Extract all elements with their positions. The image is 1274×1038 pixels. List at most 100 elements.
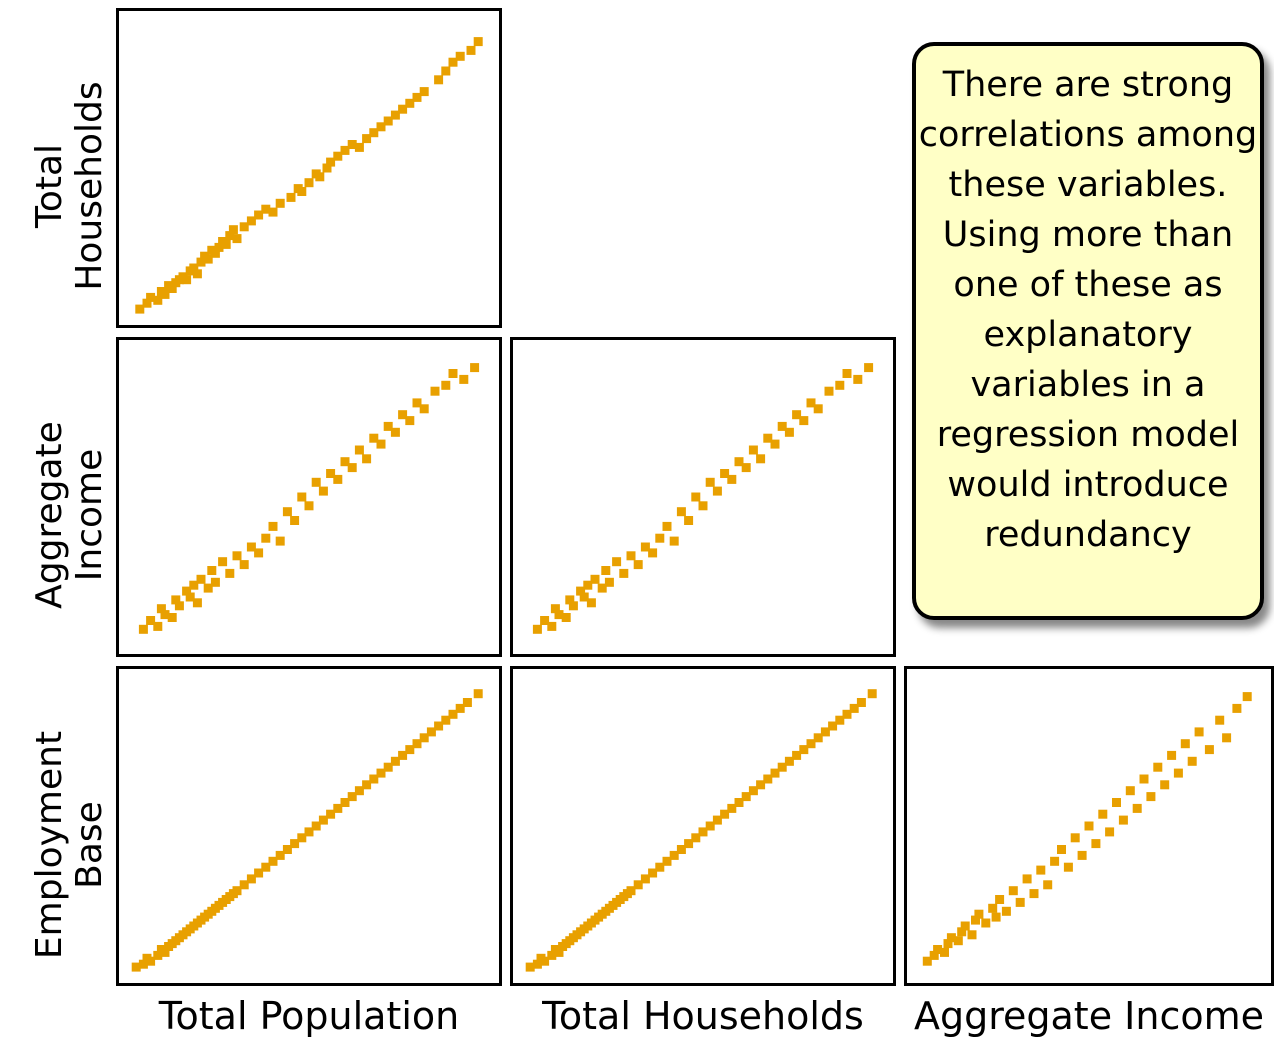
data-point [459, 374, 469, 384]
data-point [304, 827, 314, 837]
data-point [633, 880, 643, 890]
data-point [434, 721, 444, 731]
data-point [583, 580, 593, 590]
data-point [946, 933, 956, 943]
data-point [225, 568, 235, 578]
data-point [1167, 750, 1177, 760]
data-point [1098, 809, 1108, 819]
data-point [311, 477, 321, 487]
data-point [1084, 821, 1094, 831]
data-point [792, 750, 802, 760]
data-point [347, 140, 357, 149]
data-point [1139, 774, 1149, 784]
data-point [322, 163, 332, 173]
data-point [192, 598, 202, 608]
row-label-employment-base: Employment Base [29, 695, 110, 995]
data-point [922, 956, 932, 966]
data-point [218, 557, 228, 567]
scatter-panel [904, 666, 1274, 986]
data-point [929, 950, 939, 960]
data-point [550, 604, 560, 614]
data-point [561, 613, 571, 622]
data-point [347, 463, 357, 473]
data-point [981, 918, 991, 928]
data-point [470, 363, 480, 373]
data-point [842, 709, 852, 719]
data-point [1091, 839, 1101, 849]
data-point [655, 862, 665, 872]
data-point [318, 486, 328, 496]
data-point [1118, 815, 1128, 825]
data-point [547, 950, 557, 960]
data-point [806, 739, 816, 749]
data-point [554, 947, 564, 957]
data-point [189, 580, 199, 590]
data-point [1036, 865, 1046, 875]
data-point [590, 574, 600, 584]
data-point [254, 210, 264, 220]
data-point [705, 821, 715, 831]
data-point [398, 104, 408, 114]
data-point [203, 583, 213, 593]
data-point [304, 501, 314, 511]
data-point [853, 374, 863, 384]
data-point [784, 756, 794, 766]
data-point [232, 886, 242, 896]
data-point [684, 516, 694, 525]
data-point [691, 492, 701, 502]
data-point [705, 477, 715, 487]
data-point [398, 750, 408, 760]
data-point [1132, 803, 1142, 813]
data-point [419, 404, 429, 414]
data-point [554, 610, 564, 620]
data-point [540, 956, 550, 966]
data-point [160, 610, 170, 620]
data-point [275, 198, 285, 208]
data-point [1187, 756, 1197, 766]
data-point [171, 595, 181, 605]
data-point [167, 284, 177, 293]
data-point [261, 533, 271, 543]
row-label-aggregate-income: Aggregate Income [29, 365, 110, 665]
data-point [867, 689, 877, 699]
data-point [648, 548, 658, 558]
data-point [842, 369, 852, 378]
data-point [419, 87, 429, 97]
data-point [604, 577, 614, 587]
data-point [369, 128, 379, 138]
data-point [741, 792, 751, 802]
data-point [770, 439, 780, 449]
data-point [419, 733, 429, 743]
data-point [318, 815, 328, 825]
data-point [448, 369, 458, 378]
data-point [473, 37, 483, 47]
row-label-total-households: Total Households [29, 36, 110, 336]
data-point [988, 903, 998, 913]
scatter-plot [532, 363, 874, 634]
data-point [1015, 897, 1025, 907]
data-point [727, 803, 737, 813]
data-point [806, 398, 816, 408]
data-point [597, 583, 607, 593]
data-point [462, 698, 472, 707]
data-point [1194, 727, 1204, 737]
data-point [849, 703, 859, 713]
data-point [1050, 856, 1060, 866]
data-point [1029, 889, 1039, 899]
data-point [239, 560, 249, 570]
data-point [953, 936, 963, 946]
data-point [1180, 739, 1190, 749]
data-point [763, 433, 773, 443]
data-point [347, 792, 357, 802]
data-point [210, 248, 220, 258]
data-point [455, 51, 465, 61]
data-point [412, 92, 422, 102]
data-point [228, 225, 238, 235]
data-point [430, 386, 440, 396]
data-point [856, 698, 866, 707]
data-point [1057, 845, 1066, 854]
data-point [297, 492, 307, 502]
data-point [763, 774, 773, 784]
data-point [455, 703, 465, 713]
data-point [221, 239, 231, 249]
